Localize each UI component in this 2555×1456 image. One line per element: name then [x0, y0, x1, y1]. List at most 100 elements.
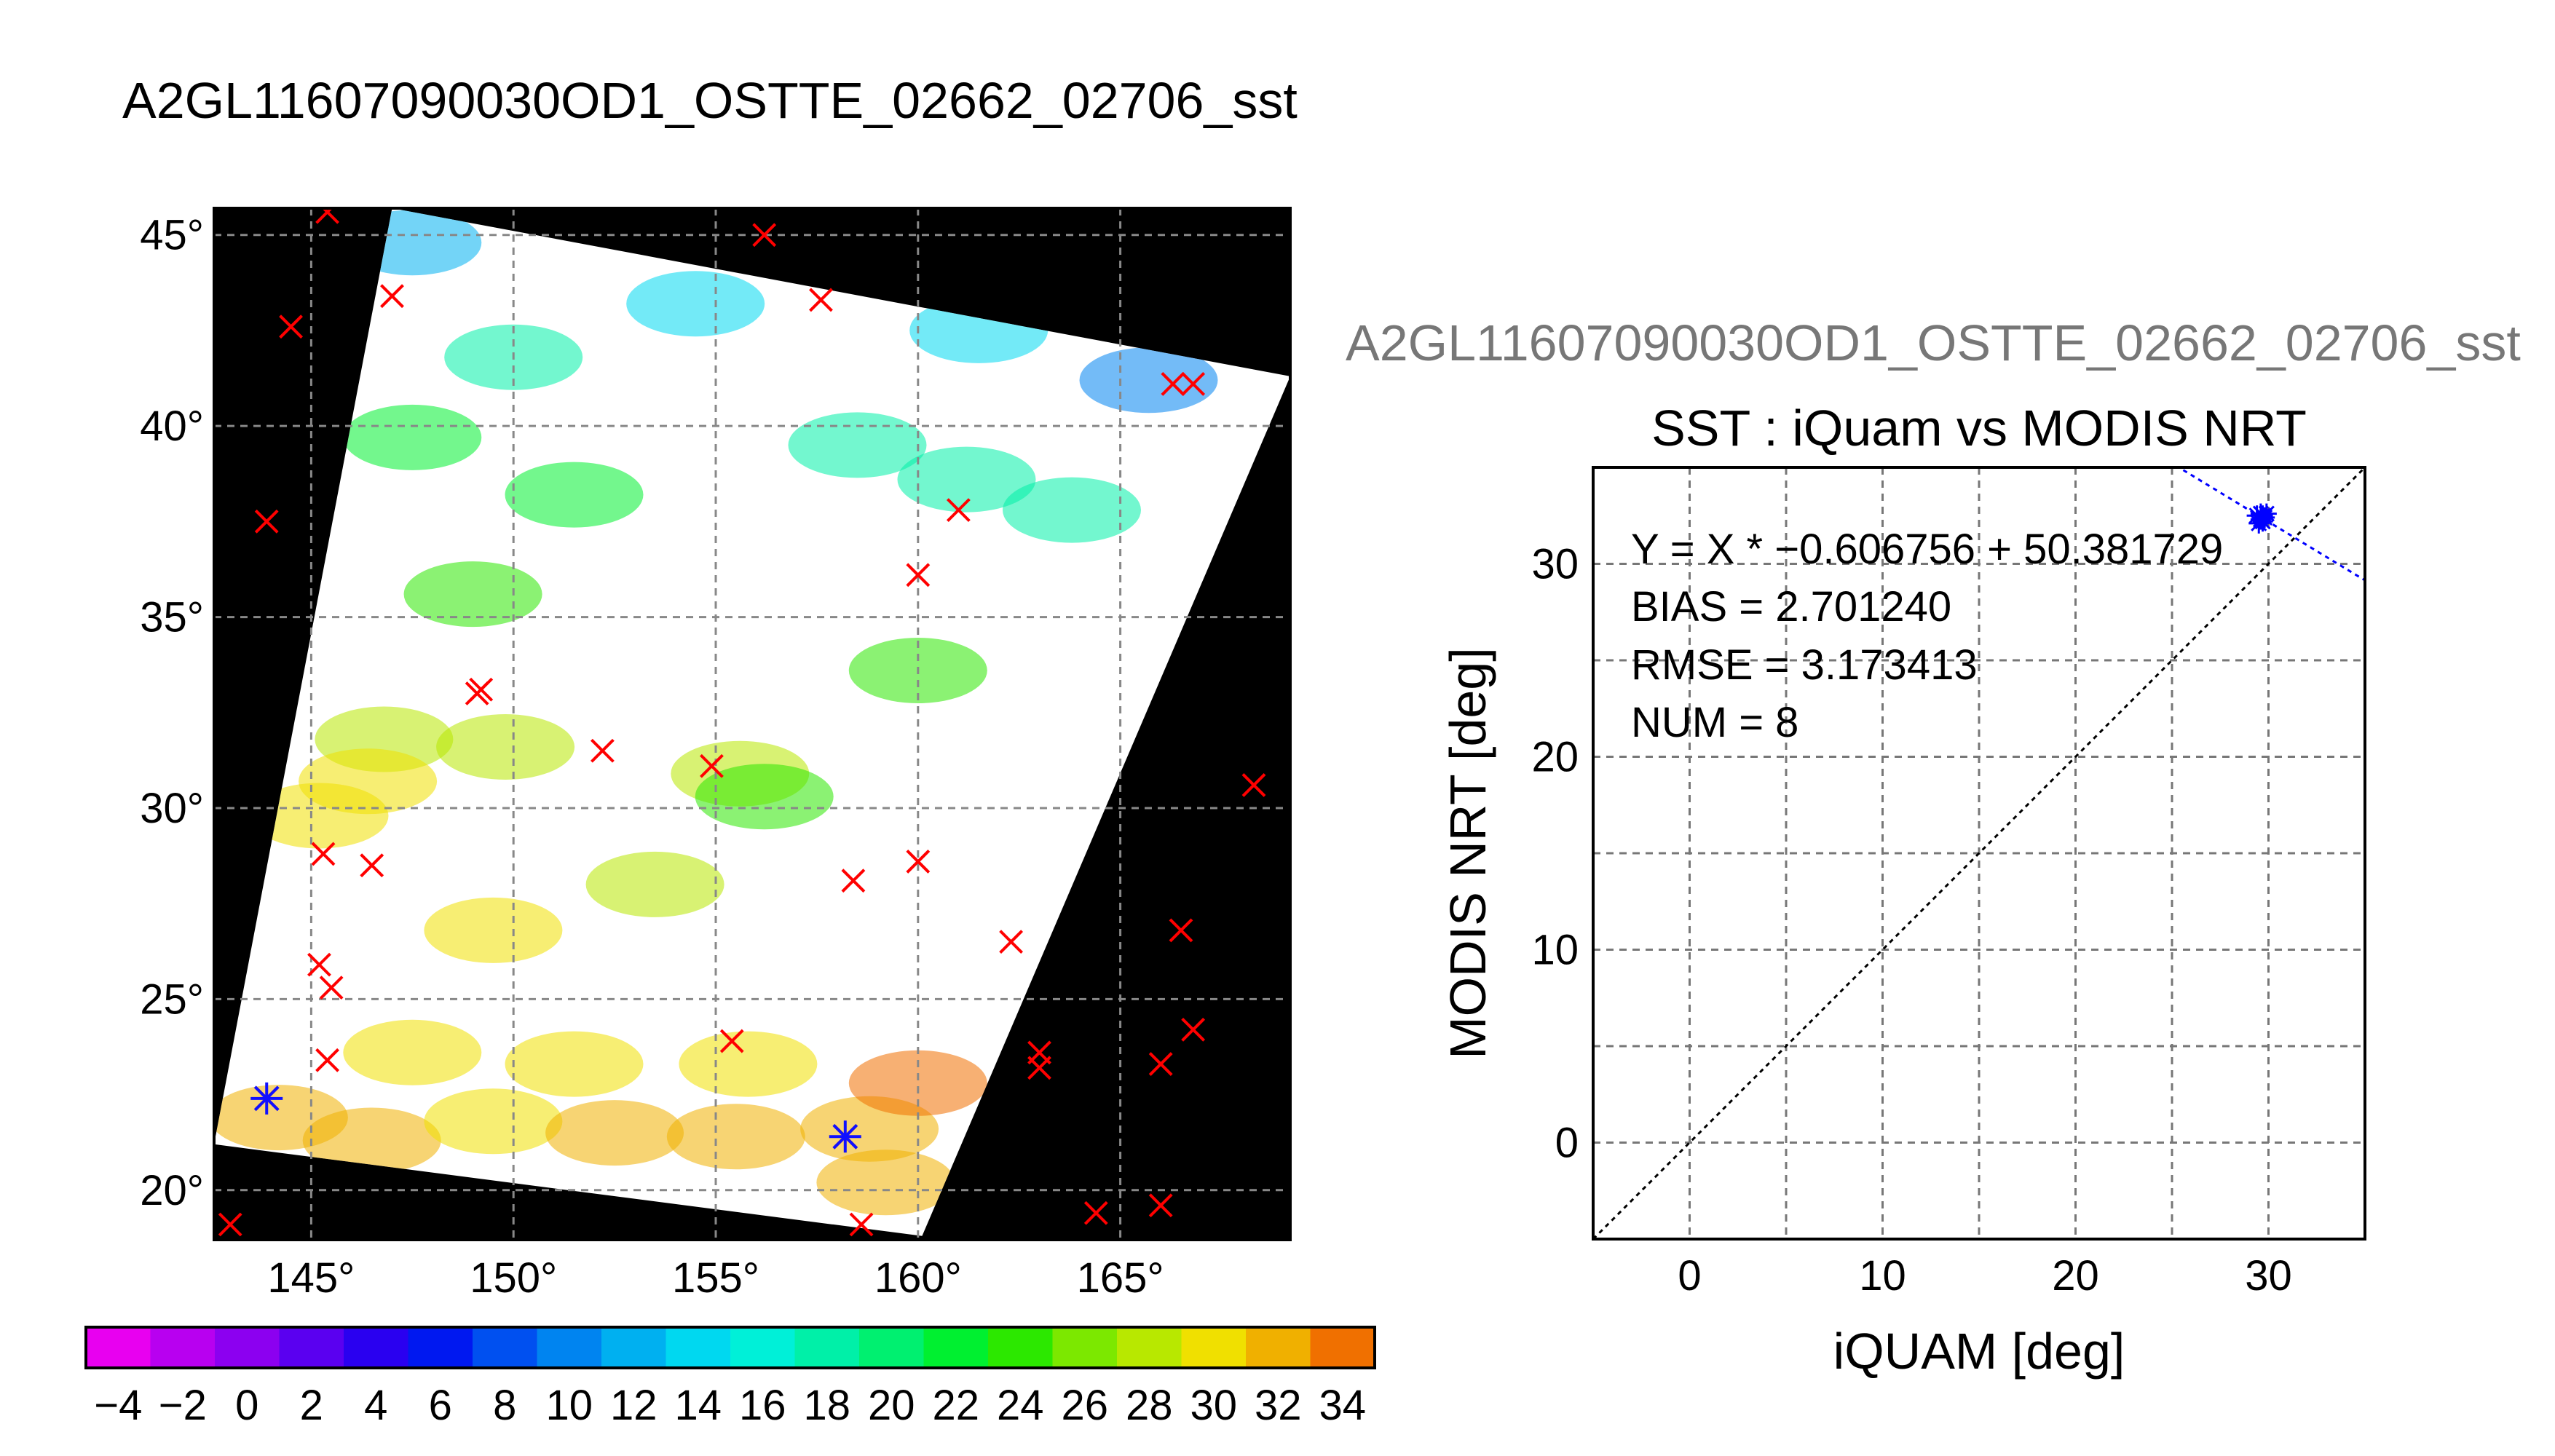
matchup-marker: [250, 1082, 283, 1115]
colorbar-tick-label: 10: [546, 1382, 593, 1429]
map-lon-tick-label: 150°: [470, 1254, 557, 1302]
map-lat-tick-label: 25°: [140, 976, 204, 1023]
colorbar-cell: [923, 1327, 988, 1368]
colorbar-tick-label: 22: [933, 1382, 980, 1429]
sst-patch: [1079, 347, 1218, 414]
scatter-frame: [1592, 466, 2366, 1241]
colorbar-tick-label: 26: [1062, 1382, 1109, 1429]
iquam-marker: [1169, 918, 1193, 943]
sst-patch: [848, 1050, 987, 1116]
colorbar-cell: [1117, 1327, 1182, 1368]
sst-patch: [302, 1107, 441, 1174]
scatter-filename-title: A2GL11607090030OD1_OSTTE_02662_02706_sst: [1346, 314, 2521, 371]
iquam-marker: [469, 677, 494, 702]
iquam-marker: [279, 314, 303, 339]
colorbar-cell: [1052, 1327, 1117, 1368]
map-lat-tick-label: 40°: [140, 403, 204, 450]
sst-patch: [343, 404, 482, 470]
colorbar-cell: [859, 1327, 924, 1368]
colorbar-tick-label: 24: [997, 1382, 1044, 1429]
identity-line: [1593, 467, 2365, 1239]
map-lat-tick-label: 20°: [140, 1167, 204, 1214]
annotation-num: NUM = 8: [1631, 699, 1798, 746]
scatter-xlabel: iQUAM [deg]: [1833, 1323, 2125, 1380]
colorbar-cell: [408, 1327, 473, 1368]
scatter-y-tick-label: 0: [1555, 1120, 1579, 1167]
fit-line: [2176, 467, 2365, 582]
iquam-marker: [946, 498, 971, 523]
colorbar-cell: [279, 1327, 344, 1368]
scatter-title: SST : iQuam vs MODIS NRT: [1651, 400, 2307, 456]
iquam-marker: [218, 1212, 242, 1237]
colorbar-cell: [794, 1327, 859, 1368]
iquam-marker: [906, 850, 931, 874]
iquam-marker: [307, 952, 331, 977]
colorbar-tick-label: −2: [159, 1382, 207, 1429]
sst-patch: [343, 1019, 482, 1085]
iquam-marker: [999, 930, 1024, 954]
colorbar-tick-label: 18: [804, 1382, 851, 1429]
iquam-marker: [1241, 773, 1266, 797]
map-lon-tick-labels: 145° 150° 155° 160° 165°: [267, 1254, 1164, 1302]
colorbar-cell: [473, 1327, 537, 1368]
sst-patch: [505, 462, 644, 528]
colorbar: −4 −2 0 2 4 6 8 10 12 14 16 18 20 22 24 26 28 30 32 34: [84, 1326, 1376, 1429]
colorbar-cell: [215, 1327, 280, 1368]
iquam-marker: [319, 976, 344, 1000]
iquam-marker: [254, 509, 279, 534]
map-frame: [213, 207, 1292, 1241]
colorbar-cell: [730, 1327, 795, 1368]
iquam-marker: [700, 753, 724, 778]
scatter-ylabel: MODIS NRT [deg]: [1440, 647, 1496, 1059]
colorbar-cell: [1181, 1327, 1246, 1368]
sst-patch: [695, 764, 834, 830]
map-lon-tick-label: 160°: [874, 1254, 962, 1302]
colorbar-tick-label: 20: [868, 1382, 915, 1429]
scatter-annotations: Y = X * −0.606756 + 50.381729 BIAS = 2.7…: [1631, 526, 2223, 746]
sst-patch: [424, 1088, 563, 1155]
scatter-tick-labels: 0 10 20 30 0 10 20 30: [1531, 541, 2291, 1300]
map-lon-tick-label: 155°: [672, 1254, 759, 1302]
map-lat-tick-label: 45°: [140, 212, 204, 259]
colorbar-tick-label: 30: [1190, 1382, 1238, 1429]
scatter-y-tick-label: 10: [1531, 927, 1579, 974]
page-title: A2GL11607090030OD1_OSTTE_02662_02706_sst: [122, 72, 1298, 129]
scatter-x-tick-label: 20: [2052, 1252, 2099, 1299]
iquam-marker: [1148, 1052, 1173, 1076]
map-lon-tick-label: 145°: [267, 1254, 355, 1302]
iquam-marker: [841, 869, 866, 893]
annotation-rmse: RMSE = 3.173413: [1631, 641, 1978, 689]
colorbar-cell: [86, 1327, 151, 1368]
sst-patch: [436, 714, 575, 780]
colorbar-tick-label: 28: [1126, 1382, 1173, 1429]
scatter-reference-lines: [1593, 467, 2365, 1239]
iquam-marker: [752, 223, 777, 248]
colorbar-cell: [150, 1327, 215, 1368]
iquam-markers: [218, 208, 1266, 1237]
colorbar-tick-label: 2: [300, 1382, 323, 1429]
sst-patch: [585, 851, 724, 917]
colorbar-tick-label: 32: [1255, 1382, 1302, 1429]
iquam-marker: [1027, 1056, 1051, 1080]
scatter-y-tick-label: 20: [1531, 734, 1579, 781]
colorbar-tick-label: 8: [493, 1382, 516, 1429]
matchup-marker: [829, 1120, 861, 1153]
map-panel: 145° 150° 155° 160° 165° 20° 25° 30° 35° 40° 45°: [140, 207, 1292, 1302]
scatter-x-tick-label: 10: [1859, 1252, 1906, 1299]
iquam-marker: [315, 1048, 339, 1072]
colorbar-tick-label: 0: [235, 1382, 258, 1429]
colorbar-tick-label: 6: [429, 1382, 452, 1429]
sst-patch: [897, 446, 1036, 513]
scatter-panel: A2GL11607090030OD1_OSTTE_02662_02706_sst…: [1346, 314, 2521, 1380]
colorbar-tick-label: 4: [364, 1382, 387, 1429]
sst-patch: [505, 1031, 644, 1097]
iquam-marker: [809, 288, 833, 312]
colorbar-tick-label: 14: [675, 1382, 722, 1429]
colorbar-tick-label: −4: [94, 1382, 142, 1429]
iquam-marker: [719, 1029, 744, 1053]
sst-patch: [666, 1104, 805, 1170]
sst-patch: [679, 1031, 818, 1097]
sst-patch: [816, 1150, 955, 1216]
scatter-x-tick-label: 0: [1678, 1252, 1701, 1299]
